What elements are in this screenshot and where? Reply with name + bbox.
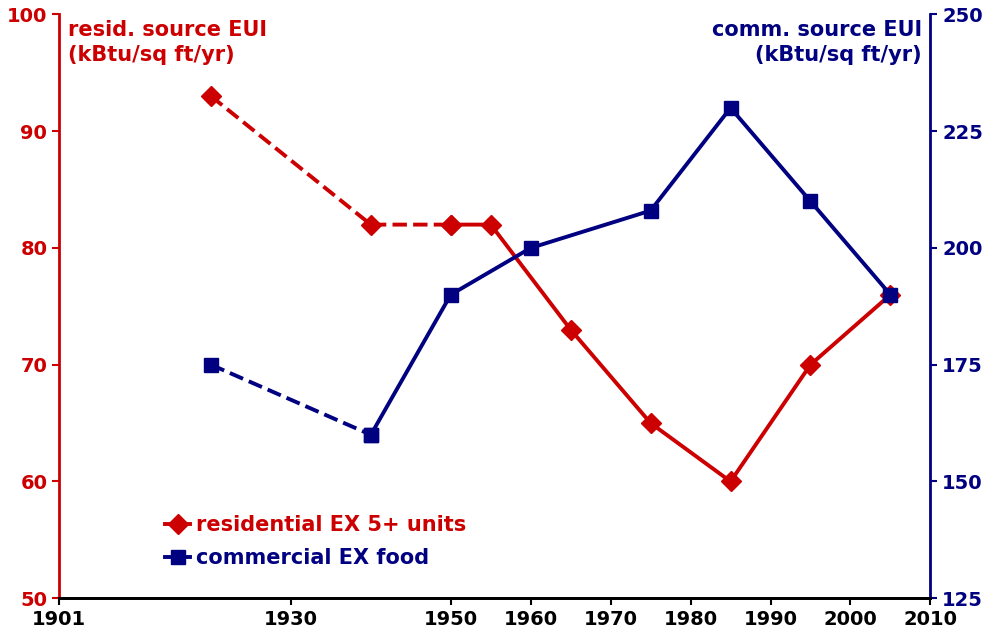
Legend: residential EX 5+ units, commercial EX food: residential EX 5+ units, commercial EX f… <box>156 507 475 576</box>
Text: comm. source EUI
(kBtu/sq ft/yr): comm. source EUI (kBtu/sq ft/yr) <box>712 20 922 65</box>
Text: resid. source EUI
(kBtu/sq ft/yr): resid. source EUI (kBtu/sq ft/yr) <box>68 20 267 65</box>
